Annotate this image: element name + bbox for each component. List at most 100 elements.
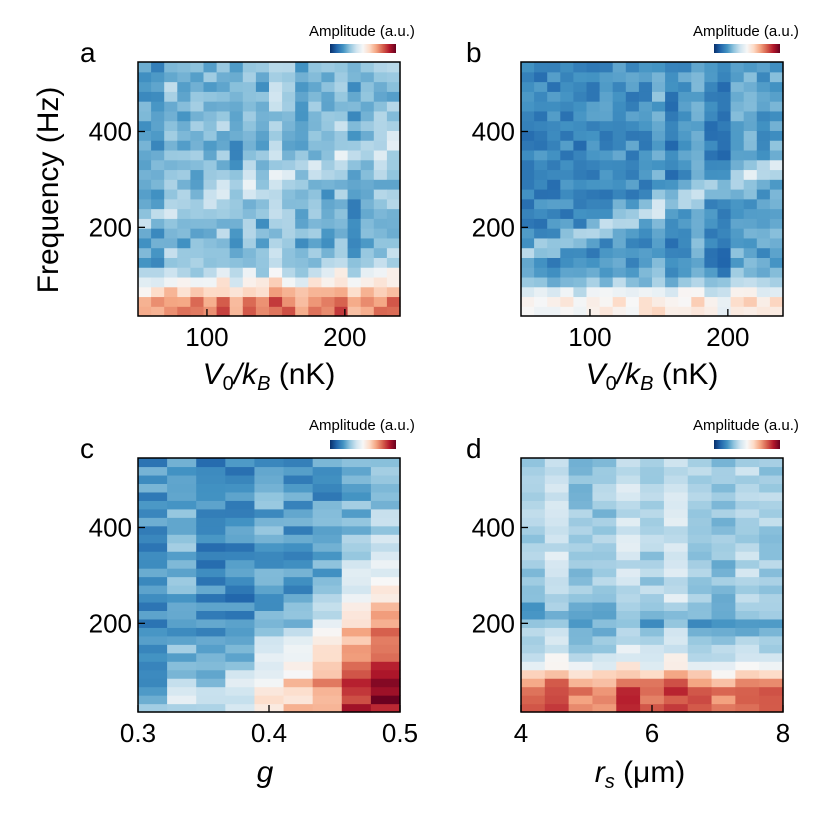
heatmap-cell <box>612 149 627 161</box>
heatmap-cell <box>534 149 548 161</box>
heatmap-cell <box>312 678 343 688</box>
heatmap-cell <box>386 189 401 200</box>
heatmap-cell <box>167 585 197 595</box>
heatmap-cell <box>255 81 270 92</box>
heatmap-cell <box>269 267 283 278</box>
heatmap-cell <box>269 140 283 151</box>
heatmap-cell <box>616 635 641 645</box>
heatmap-cell <box>625 140 640 151</box>
heatmap-cell <box>225 466 256 476</box>
heatmap-cell <box>717 62 732 73</box>
heatmap-cell <box>663 627 689 637</box>
heatmap-cell <box>229 120 244 131</box>
heatmap-cell <box>521 237 535 249</box>
heatmap-cell <box>730 130 745 141</box>
heatmap-cell <box>691 159 705 171</box>
heatmap-cell <box>370 610 401 620</box>
heatmap-cell <box>547 257 561 268</box>
heatmap-cell <box>711 559 736 569</box>
heatmap-cell <box>704 169 719 180</box>
heatmap-cell <box>573 208 588 219</box>
heatmap-cell <box>687 593 713 603</box>
heatmap-cell <box>599 101 614 112</box>
heatmap-cell <box>691 189 705 200</box>
heatmap-cell <box>735 551 760 561</box>
heatmap-cell <box>678 140 692 151</box>
heatmap-cell <box>568 593 594 603</box>
heatmap-cell <box>164 130 178 141</box>
colorbar-a <box>330 44 396 53</box>
heatmap-cell <box>373 71 388 83</box>
heatmap-cell <box>521 101 535 112</box>
heatmap-cell <box>225 686 256 696</box>
heatmap-cell <box>759 474 784 484</box>
heatmap-cell <box>347 140 362 151</box>
heatmap-cell <box>663 474 689 484</box>
heatmap-cell <box>544 618 570 628</box>
heatmap-cell <box>167 458 197 468</box>
heatmap-cell <box>386 149 401 161</box>
heatmap-cell <box>759 593 784 603</box>
heatmap-cell <box>216 62 231 73</box>
heatmap-cell <box>534 306 548 317</box>
heatmap-cell <box>691 276 705 288</box>
heatmap-cell <box>254 635 285 645</box>
heatmap-cell <box>743 149 758 161</box>
heatmap-cell <box>225 576 256 586</box>
heatmap-cell <box>225 635 256 645</box>
heatmap-cell <box>225 508 256 518</box>
heatmap-cell <box>691 169 705 180</box>
heatmap-cell <box>687 610 713 620</box>
heatmap-cell <box>663 686 689 696</box>
heatmap-cell <box>177 62 191 73</box>
heatmap-cell <box>282 257 296 268</box>
heatmap-cell <box>691 228 705 239</box>
heatmap-cell <box>663 568 689 578</box>
heatmap-cell <box>334 140 349 151</box>
heatmap-cell <box>138 601 168 611</box>
heatmap-cell <box>164 81 178 92</box>
heatmap-cell <box>586 247 601 258</box>
heatmap-cell <box>759 652 784 662</box>
heatmap-cell <box>625 110 640 122</box>
heatmap-cell <box>592 474 617 484</box>
heatmap-cell <box>269 306 283 317</box>
heatmap-cell <box>573 71 588 83</box>
heatmap-cell <box>341 644 372 654</box>
heatmap-cell <box>586 140 601 151</box>
heatmap-cell <box>521 551 546 561</box>
heatmap-cell <box>282 159 296 171</box>
heatmap-cell <box>138 81 152 92</box>
heatmap-cell <box>759 601 784 611</box>
heatmap-cell <box>196 576 226 586</box>
heatmap-cell <box>586 169 601 180</box>
heatmap-cell <box>308 198 322 210</box>
heatmap-cell <box>138 189 152 200</box>
colorbar-d <box>714 440 780 449</box>
heatmap-cell <box>167 669 197 679</box>
heatmap-cell <box>678 237 692 249</box>
heatmap-cell <box>269 71 283 83</box>
heatmap-cell <box>640 695 665 705</box>
heatmap-cell <box>269 110 283 122</box>
heatmap-cell <box>560 208 574 219</box>
heatmap-cell <box>769 71 784 83</box>
heatmap-cell <box>177 159 191 171</box>
heatmap-cell <box>625 276 640 288</box>
heatmap-cell <box>711 576 736 586</box>
heatmap-cell <box>151 130 165 141</box>
heatmap-cell <box>759 542 784 552</box>
heatmap-cell <box>534 130 548 141</box>
heatmap-cell <box>216 120 231 131</box>
heatmap-cell <box>255 218 270 229</box>
heatmap-cell <box>312 610 343 620</box>
heatmap-cell <box>521 500 546 510</box>
heatmap-cell <box>177 218 191 229</box>
heatmap-cell <box>151 198 165 210</box>
heatmap-cell <box>638 91 653 102</box>
colorbar-label-a: Amplitude (a.u.) <box>309 23 415 40</box>
heatmap-cell <box>544 610 570 620</box>
heatmap-cell <box>283 661 314 671</box>
heatmap-cell <box>592 618 617 628</box>
